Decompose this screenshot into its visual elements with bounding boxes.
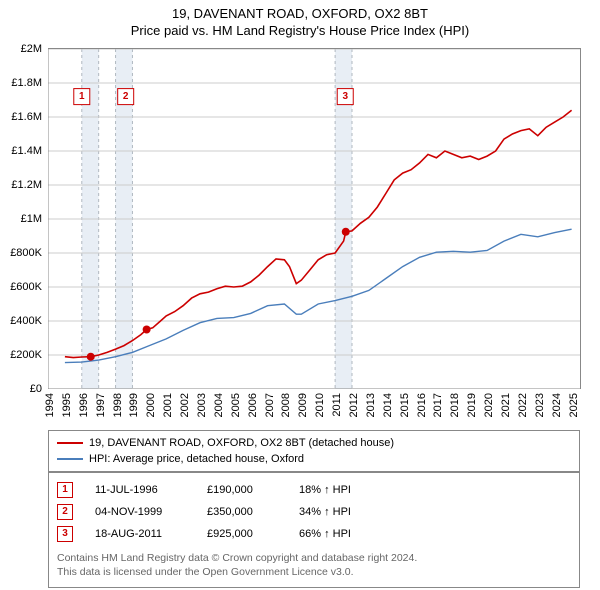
x-tick-label: 2012 (348, 393, 360, 417)
y-tick-label: £800K (10, 247, 42, 259)
x-tick-label: 2014 (382, 393, 394, 417)
x-tick-label: 1997 (95, 393, 107, 417)
x-tick-label: 2008 (280, 393, 292, 417)
x-tick-label: 2017 (432, 393, 444, 417)
x-tick-label: 2024 (551, 393, 563, 417)
x-tick-label: 2021 (500, 393, 512, 417)
event-number: 2 (57, 504, 73, 520)
x-tick-label: 2009 (297, 393, 309, 417)
chart-canvas: 1 2 3 (48, 49, 580, 389)
event-number: 1 (57, 482, 73, 498)
x-tick-label: 2003 (196, 393, 208, 417)
x-tick-label: 2018 (449, 393, 461, 417)
sale-events: 1 11-JUL-1996 £190,000 18% ↑ HPI 2 04-NOV-199… (48, 472, 580, 588)
x-tick-label: 1994 (44, 393, 56, 417)
y-tick-label: £600K (10, 281, 42, 293)
x-tick-label: 2020 (483, 393, 495, 417)
legend-label: HPI: Average price, detached house, Oxfo… (89, 451, 304, 467)
event-price: £190,000 (207, 479, 277, 501)
x-tick-label: 1995 (61, 393, 73, 417)
svg-text:2: 2 (123, 91, 129, 102)
x-tick-label: 1996 (78, 393, 90, 417)
legend-label: 19, DAVENANT ROAD, OXFORD, OX2 8BT (deta… (89, 435, 394, 451)
x-tick-label: 2000 (145, 393, 157, 417)
svg-text:1: 1 (79, 91, 85, 102)
event-date: 04-NOV-1999 (95, 501, 185, 523)
event-number: 3 (57, 526, 73, 542)
y-tick-label: £400K (10, 315, 42, 327)
legend-swatch (57, 458, 83, 460)
x-tick-label: 2011 (331, 393, 343, 417)
event-hpi: 66% ↑ HPI (299, 523, 351, 545)
event-date: 11-JUL-1996 (95, 479, 185, 501)
title-address: 19, DAVENANT ROAD, OXFORD, OX2 8BT (0, 6, 600, 21)
x-tick-label: 2002 (179, 393, 191, 417)
legend-swatch (57, 442, 83, 444)
x-tick-label: 1998 (112, 393, 124, 417)
event-price: £350,000 (207, 501, 277, 523)
event-hpi: 34% ↑ HPI (299, 501, 351, 523)
chart-title: 19, DAVENANT ROAD, OXFORD, OX2 8BT Price… (0, 0, 600, 38)
y-tick-label: £1.4M (11, 145, 42, 157)
event-row: 1 11-JUL-1996 £190,000 18% ↑ HPI (57, 479, 571, 501)
x-tick-label: 2016 (416, 393, 428, 417)
x-tick-label: 2001 (162, 393, 174, 417)
x-tick-label: 2006 (247, 393, 259, 417)
event-row: 3 18-AUG-2011 £925,000 66% ↑ HPI (57, 523, 571, 545)
y-tick-label: £1.2M (11, 179, 42, 191)
attribution: Contains HM Land Registry data © Crown c… (57, 551, 571, 579)
y-tick-label: £200K (10, 349, 42, 361)
x-tick-label: 2022 (517, 393, 529, 417)
x-tick-label: 2004 (213, 393, 225, 417)
series-property (65, 110, 572, 357)
x-tick-label: 2005 (230, 393, 242, 417)
title-subtitle: Price paid vs. HM Land Registry's House … (0, 23, 600, 38)
legend-item: 19, DAVENANT ROAD, OXFORD, OX2 8BT (deta… (57, 435, 571, 451)
x-tick-label: 2013 (365, 393, 377, 417)
x-tick-label: 2023 (534, 393, 546, 417)
y-tick-label: £2M (21, 43, 42, 55)
event-date: 18-AUG-2011 (95, 523, 185, 545)
x-tick-label: 2015 (399, 393, 411, 417)
svg-text:3: 3 (342, 91, 348, 102)
y-tick-label: £1.6M (11, 111, 42, 123)
y-tick-label: £0 (30, 383, 42, 395)
x-tick-label: 2007 (264, 393, 276, 417)
x-tick-label: 2010 (314, 393, 326, 417)
x-tick-label: 2019 (466, 393, 478, 417)
event-hpi: 18% ↑ HPI (299, 479, 351, 501)
series-hpi (65, 229, 572, 362)
x-tick-label: 2025 (568, 393, 580, 417)
legend-item: HPI: Average price, detached house, Oxfo… (57, 451, 571, 467)
price-chart: 123 £0£200K£400K£600K£800K£1M£1.2M£1.4M£… (48, 48, 581, 389)
y-tick-label: £1.8M (11, 77, 42, 89)
event-row: 2 04-NOV-1999 £350,000 34% ↑ HPI (57, 501, 571, 523)
x-tick-label: 1999 (128, 393, 140, 417)
event-price: £925,000 (207, 523, 277, 545)
legend: 19, DAVENANT ROAD, OXFORD, OX2 8BT (deta… (48, 430, 580, 472)
y-tick-label: £1M (21, 213, 42, 225)
